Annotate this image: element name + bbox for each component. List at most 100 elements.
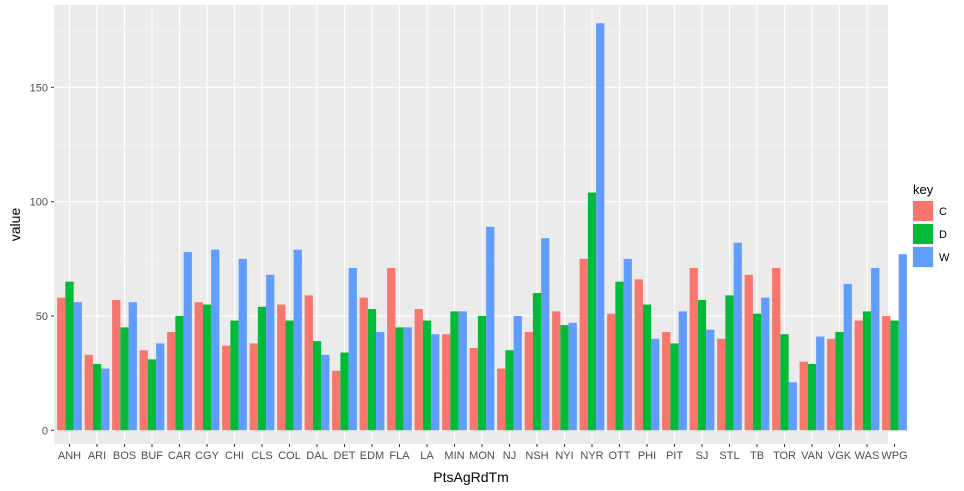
- y-axis: 0 50 100 150: [30, 82, 54, 437]
- bar-W-EDM: [376, 331, 385, 431]
- bar-W-TB: [761, 297, 770, 431]
- bar-C-NYR: [579, 258, 588, 431]
- x-tick-label: VAN: [801, 450, 823, 462]
- x-tick-label: BOS: [113, 450, 136, 462]
- bar-W-CLS: [266, 274, 275, 431]
- x-tick-label: ANH: [58, 450, 81, 462]
- bar-C-TOR: [772, 267, 781, 431]
- bar-W-FLA: [403, 327, 412, 431]
- bar-D-STL: [725, 295, 734, 431]
- x-tick-label: NSH: [525, 450, 548, 462]
- bar-D-BOS: [120, 327, 129, 431]
- x-tick-label: FLA: [389, 450, 410, 462]
- bar-W-COL: [293, 249, 302, 431]
- x-tick-label: CLS: [251, 450, 272, 462]
- bar-W-CAR: [183, 251, 192, 431]
- bar-D-WAS: [862, 311, 872, 431]
- bar-W-NSH: [541, 238, 550, 431]
- bar-C-STL: [717, 338, 726, 431]
- bar-W-SJ: [706, 329, 715, 431]
- bar-C-NYI: [552, 311, 561, 431]
- bar-C-LA: [414, 309, 423, 431]
- legend-label-C: C: [939, 206, 947, 218]
- bar-D-COL: [285, 320, 294, 431]
- bar-W-ANH: [73, 302, 82, 431]
- bar-D-FLA: [395, 327, 404, 431]
- x-tick-label: NYR: [580, 450, 603, 462]
- bar-W-PHI: [651, 338, 660, 431]
- bars: [57, 23, 907, 431]
- bar-D-DET: [340, 352, 349, 431]
- bar-D-NJ: [505, 350, 514, 431]
- bar-W-LA: [431, 334, 440, 431]
- y-tick-label: 100: [30, 197, 48, 209]
- legend-title: key: [913, 182, 934, 197]
- x-tick-label: COL: [278, 450, 301, 462]
- bar-C-SJ: [689, 267, 698, 431]
- x-axis-title: PtsAgRdTm: [433, 469, 508, 485]
- y-tick-label: 150: [30, 82, 48, 94]
- x-tick-label: TOR: [773, 450, 796, 462]
- y-tick-label: 0: [42, 425, 48, 437]
- bar-C-ARI: [84, 354, 93, 431]
- x-tick-label: BUF: [141, 450, 163, 462]
- bar-C-COL: [277, 304, 286, 431]
- bar-D-ARI: [92, 363, 102, 431]
- x-tick-label: NYI: [555, 450, 573, 462]
- bar-C-CLS: [249, 343, 258, 431]
- x-tick-label: WAS: [855, 450, 880, 462]
- legend-swatch-W: [913, 247, 933, 267]
- x-tick-label: EDM: [360, 450, 384, 462]
- bar-C-CGY: [194, 302, 203, 431]
- bar-C-EDM: [359, 297, 368, 431]
- bar-D-SJ: [697, 299, 707, 431]
- bar-D-LA: [422, 320, 432, 431]
- y-tick-label: 50: [36, 311, 48, 323]
- bar-D-DAL: [312, 341, 322, 431]
- bar-C-BUF: [139, 350, 148, 431]
- bar-W-DET: [348, 267, 357, 431]
- bar-D-CLS: [257, 306, 267, 431]
- legend-items: CDW: [912, 200, 950, 268]
- x-tick-label: PHI: [638, 450, 656, 462]
- bar-C-DAL: [304, 295, 313, 431]
- bar-D-PIT: [670, 343, 679, 431]
- bar-C-DET: [332, 370, 341, 431]
- bar-D-EDM: [367, 309, 377, 431]
- bar-D-CGY: [202, 304, 212, 431]
- bar-D-NSH: [532, 293, 542, 431]
- bar-C-MON: [469, 347, 478, 431]
- bar-C-MIN: [442, 334, 451, 431]
- bar-C-ANH: [57, 297, 66, 431]
- x-tick-label: NJ: [503, 450, 516, 462]
- bar-C-WPG: [882, 315, 891, 431]
- bar-W-NYI: [568, 322, 577, 431]
- bar-W-BOS: [128, 302, 137, 431]
- bar-C-VGK: [827, 338, 836, 431]
- x-tick-label: LA: [420, 450, 434, 462]
- legend: key CDW: [912, 182, 950, 268]
- legend-swatch-D: [913, 224, 933, 244]
- bar-D-WPG: [890, 320, 899, 431]
- bar-C-TB: [744, 274, 753, 431]
- bar-D-TB: [752, 313, 762, 431]
- bar-C-NJ: [497, 368, 506, 431]
- bar-C-PHI: [634, 279, 643, 431]
- bar-C-VAN: [799, 361, 808, 431]
- x-tick-label: WPG: [881, 450, 907, 462]
- bar-C-BOS: [112, 299, 121, 431]
- x-tick-label: PIT: [666, 450, 683, 462]
- bar-W-VGK: [843, 283, 852, 431]
- bar-W-MON: [486, 226, 495, 431]
- bar-C-OTT: [607, 313, 616, 431]
- y-axis-title: value: [7, 208, 23, 242]
- legend-label-W: W: [939, 252, 950, 264]
- bar-D-NYR: [587, 192, 597, 431]
- bar-C-WAS: [854, 320, 863, 431]
- x-tick-label: TB: [750, 450, 764, 462]
- bar-C-NSH: [524, 331, 533, 431]
- bar-D-CAR: [175, 315, 184, 431]
- bar-C-PIT: [662, 331, 671, 431]
- bar-D-BUF: [147, 359, 157, 431]
